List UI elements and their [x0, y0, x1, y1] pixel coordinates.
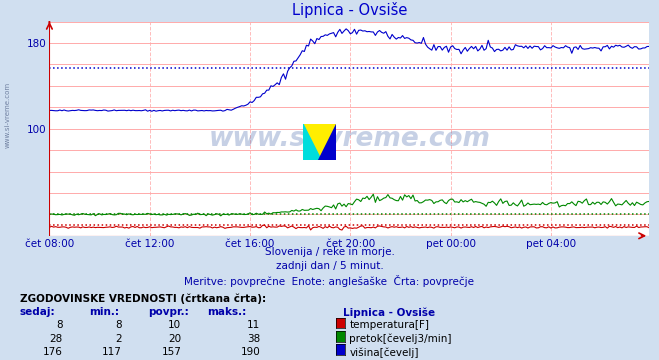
Polygon shape — [318, 124, 336, 160]
Polygon shape — [303, 124, 322, 160]
Text: Meritve: povprečne  Enote: anglešaške  Črta: povprečje: Meritve: povprečne Enote: anglešaške Črt… — [185, 275, 474, 287]
Text: 8: 8 — [56, 320, 63, 330]
Text: temperatura[F]: temperatura[F] — [349, 320, 429, 330]
Text: 10: 10 — [168, 320, 181, 330]
Text: 8: 8 — [115, 320, 122, 330]
Text: min.:: min.: — [89, 307, 119, 317]
Text: maks.:: maks.: — [208, 307, 247, 317]
Text: Lipnica - Ovsiše: Lipnica - Ovsiše — [343, 307, 435, 318]
Text: 2: 2 — [115, 334, 122, 344]
Text: povpr.:: povpr.: — [148, 307, 189, 317]
Text: 117: 117 — [102, 347, 122, 357]
Text: 190: 190 — [241, 347, 260, 357]
Text: www.si-vreme.com: www.si-vreme.com — [5, 82, 11, 148]
Text: zadnji dan / 5 minut.: zadnji dan / 5 minut. — [275, 261, 384, 271]
Text: Slovenija / reke in morje.: Slovenija / reke in morje. — [264, 247, 395, 257]
Title: Lipnica - Ovsiše: Lipnica - Ovsiše — [291, 2, 407, 18]
Text: www.si-vreme.com: www.si-vreme.com — [208, 126, 490, 152]
Text: 176: 176 — [43, 347, 63, 357]
Text: pretok[čevelj3/min]: pretok[čevelj3/min] — [349, 334, 452, 344]
Text: 28: 28 — [49, 334, 63, 344]
Text: ZGODOVINSKE VREDNOSTI (črtkana črta):: ZGODOVINSKE VREDNOSTI (črtkana črta): — [20, 293, 266, 304]
Text: sedaj:: sedaj: — [20, 307, 55, 317]
Text: 38: 38 — [247, 334, 260, 344]
Text: 11: 11 — [247, 320, 260, 330]
Text: 157: 157 — [161, 347, 181, 357]
Polygon shape — [303, 124, 336, 160]
Text: 20: 20 — [168, 334, 181, 344]
Text: višina[čevelj]: višina[čevelj] — [349, 347, 418, 357]
